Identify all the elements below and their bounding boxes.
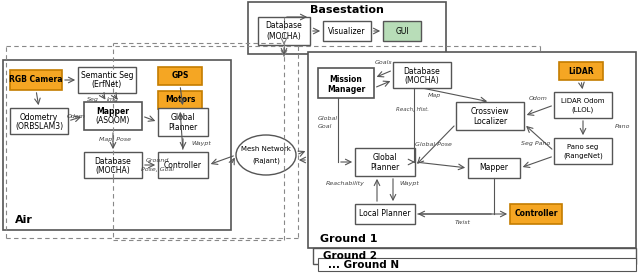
Text: (LLOL): (LLOL) [572, 107, 594, 113]
Text: LiDAR Odom: LiDAR Odom [561, 98, 605, 104]
Bar [318, 68, 374, 98]
Text: (ASOOM): (ASOOM) [96, 117, 130, 126]
Text: Global Pose: Global Pose [415, 141, 452, 147]
Text: GUI: GUI [395, 26, 409, 35]
Text: (Rajant): (Rajant) [252, 158, 280, 164]
Text: Ground 1: Ground 1 [320, 234, 378, 244]
Text: (MOCHA): (MOCHA) [404, 76, 440, 85]
Bar [84, 102, 142, 130]
Text: Planner: Planner [371, 162, 399, 171]
Text: LiDAR: LiDAR [568, 67, 594, 76]
Bar [248, 2, 446, 54]
Text: (ErfNet): (ErfNet) [92, 81, 122, 90]
Text: (RangeNet): (RangeNet) [563, 153, 603, 159]
Bar [158, 67, 202, 85]
Bar [554, 92, 612, 118]
Text: Goal: Goal [318, 123, 332, 129]
Text: Motors: Motors [165, 96, 195, 105]
Text: Visualizer: Visualizer [328, 26, 365, 35]
Bar [10, 108, 68, 134]
Text: Mission: Mission [330, 75, 362, 84]
Bar [559, 62, 603, 80]
Text: Twist: Twist [454, 219, 470, 224]
Text: Global: Global [372, 153, 397, 162]
Text: Mapper: Mapper [479, 164, 509, 173]
Bar [554, 138, 612, 164]
Text: ... Ground N: ... Ground N [328, 260, 399, 269]
Text: Seg Pano: Seg Pano [520, 141, 550, 147]
Text: Waypt: Waypt [191, 141, 211, 147]
Text: Local Planner: Local Planner [359, 209, 411, 218]
Bar [355, 204, 415, 224]
Text: Mapper: Mapper [97, 108, 129, 117]
Bar [84, 152, 142, 178]
Text: Manager: Manager [327, 85, 365, 93]
Text: Basestation: Basestation [310, 5, 384, 15]
Text: Air: Air [15, 215, 33, 225]
Bar [10, 70, 62, 90]
Text: Planner: Planner [168, 123, 198, 132]
Text: Odom: Odom [529, 96, 548, 102]
Text: Reachability: Reachability [326, 182, 365, 186]
Text: Ground 2: Ground 2 [323, 251, 377, 261]
Text: Goals: Goals [374, 61, 392, 66]
Text: Odom: Odom [67, 114, 85, 120]
Text: (MOCHA): (MOCHA) [267, 31, 301, 40]
Text: RGB Camera: RGB Camera [9, 76, 63, 85]
Text: Waypt: Waypt [399, 182, 419, 186]
Text: Pano: Pano [615, 123, 630, 129]
Text: Controller: Controller [515, 209, 557, 218]
Bar [510, 204, 562, 224]
Text: GPS: GPS [172, 72, 189, 81]
Text: Crossview: Crossview [470, 108, 509, 117]
Text: Map: Map [428, 93, 440, 99]
Bar [355, 148, 415, 176]
Bar [78, 67, 136, 93]
Text: Map, Pose: Map, Pose [99, 136, 131, 141]
Text: Pano seg: Pano seg [568, 144, 598, 150]
Bar [318, 258, 636, 271]
Bar [158, 108, 208, 136]
Ellipse shape [236, 135, 296, 175]
Bar [468, 158, 520, 178]
Bar [313, 248, 636, 264]
Bar [456, 102, 524, 130]
Bar [258, 17, 310, 45]
Text: Reach, Hist.: Reach, Hist. [396, 108, 429, 112]
Bar [383, 21, 421, 41]
Text: Ground: Ground [145, 158, 169, 162]
Text: Semantic Seg: Semantic Seg [81, 72, 133, 81]
Text: Global: Global [171, 114, 195, 123]
Bar [323, 21, 371, 41]
Text: Mesh Network: Mesh Network [241, 146, 291, 152]
Bar [158, 91, 202, 109]
Text: Pose, Goal: Pose, Goal [141, 167, 175, 171]
Bar [158, 152, 208, 178]
Text: Database: Database [95, 156, 131, 165]
Text: Controller: Controller [164, 161, 202, 170]
Text: Localizer: Localizer [473, 117, 507, 126]
Text: (MOCHA): (MOCHA) [95, 165, 131, 174]
Text: Database: Database [266, 22, 302, 31]
Bar [393, 62, 451, 88]
Bar [3, 60, 231, 230]
Text: (ORBSLAM3): (ORBSLAM3) [15, 121, 63, 130]
Text: Global: Global [318, 115, 338, 120]
Bar [308, 52, 636, 248]
Text: Seg: Seg [87, 97, 99, 102]
Text: Img: Img [107, 97, 119, 102]
Text: Database: Database [404, 67, 440, 76]
Text: Odometry: Odometry [20, 112, 58, 121]
